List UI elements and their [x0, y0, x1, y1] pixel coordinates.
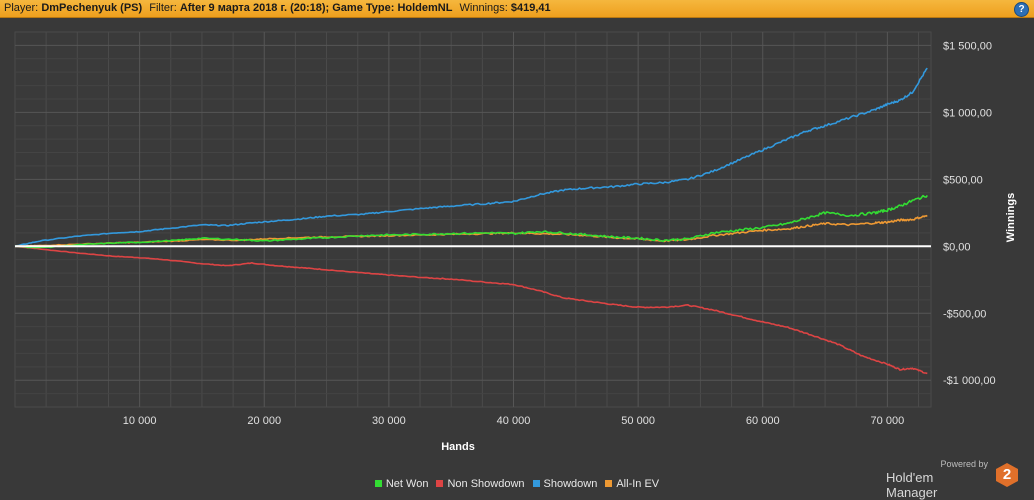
legend-label: Net Won: [385, 478, 429, 490]
y-tick-label: $1 000,00: [943, 107, 992, 119]
help-icon[interactable]: ?: [1014, 2, 1029, 17]
y-axis-title: Winnings: [1005, 193, 1017, 242]
hm2-logo-icon: 2: [996, 463, 1018, 487]
y-tick-label: $1 500,00: [943, 40, 992, 52]
legend-item[interactable]: Non Showdown: [436, 478, 525, 490]
brand-name: Hold'em Manager: [886, 470, 938, 500]
x-tick-label: 70 000: [871, 415, 905, 427]
winnings-label: Winnings:: [459, 2, 508, 14]
filter-value: After 9 марта 2018 г. (20:18); Game Type…: [179, 2, 453, 14]
x-axis-title: Hands: [441, 441, 475, 453]
y-tick-label: -$1 000,00: [943, 375, 996, 387]
legend-swatch: [374, 480, 382, 487]
x-tick-label: 10 000: [123, 415, 157, 427]
player-value: DmPechenyuk (PS): [41, 2, 143, 14]
powered-by-text: Powered by: [940, 459, 988, 469]
x-tick-label: 40 000: [497, 415, 531, 427]
legend-item[interactable]: Showdown: [532, 478, 598, 490]
report-header: Player: DmPechenyuk (PS) Filter: After 9…: [0, 0, 1034, 18]
legend-item[interactable]: Net Won: [374, 478, 429, 490]
chart-legend: Net Won Non Showdown Showdown All-In EV: [0, 478, 1034, 494]
x-tick-label: 50 000: [621, 415, 655, 427]
legend-swatch: [532, 480, 540, 487]
y-tick-label: $500,00: [943, 174, 983, 186]
x-tick-label: 30 000: [372, 415, 406, 427]
filter-label: Filter:: [149, 2, 177, 14]
series-line-net-won: [14, 194, 928, 249]
series-line-all-in-ev: [14, 214, 928, 248]
legend-item[interactable]: All-In EV: [605, 478, 659, 490]
x-tick-label: 60 000: [746, 415, 780, 427]
y-tick-label: $0,00: [943, 241, 971, 253]
x-tick-label: 20 000: [247, 415, 281, 427]
series-line-non-showdown: [14, 245, 928, 375]
legend-label: Showdown: [543, 478, 598, 490]
winnings-value: $419,41: [510, 2, 551, 14]
legend-label: Non Showdown: [447, 478, 525, 490]
legend-swatch: [436, 480, 444, 487]
brand-logo: Powered by Hold'em Manager 2: [886, 459, 1026, 500]
legend-label: All-In EV: [616, 478, 660, 490]
series-line-showdown: [14, 67, 928, 248]
legend-swatch: [605, 480, 613, 487]
y-tick-label: -$500,00: [943, 308, 986, 320]
winnings-chart: 10 000 20 000 30 000 40 000 50 000 60 000 70 0…: [14, 31, 1017, 453]
player-label: Player:: [4, 2, 39, 14]
